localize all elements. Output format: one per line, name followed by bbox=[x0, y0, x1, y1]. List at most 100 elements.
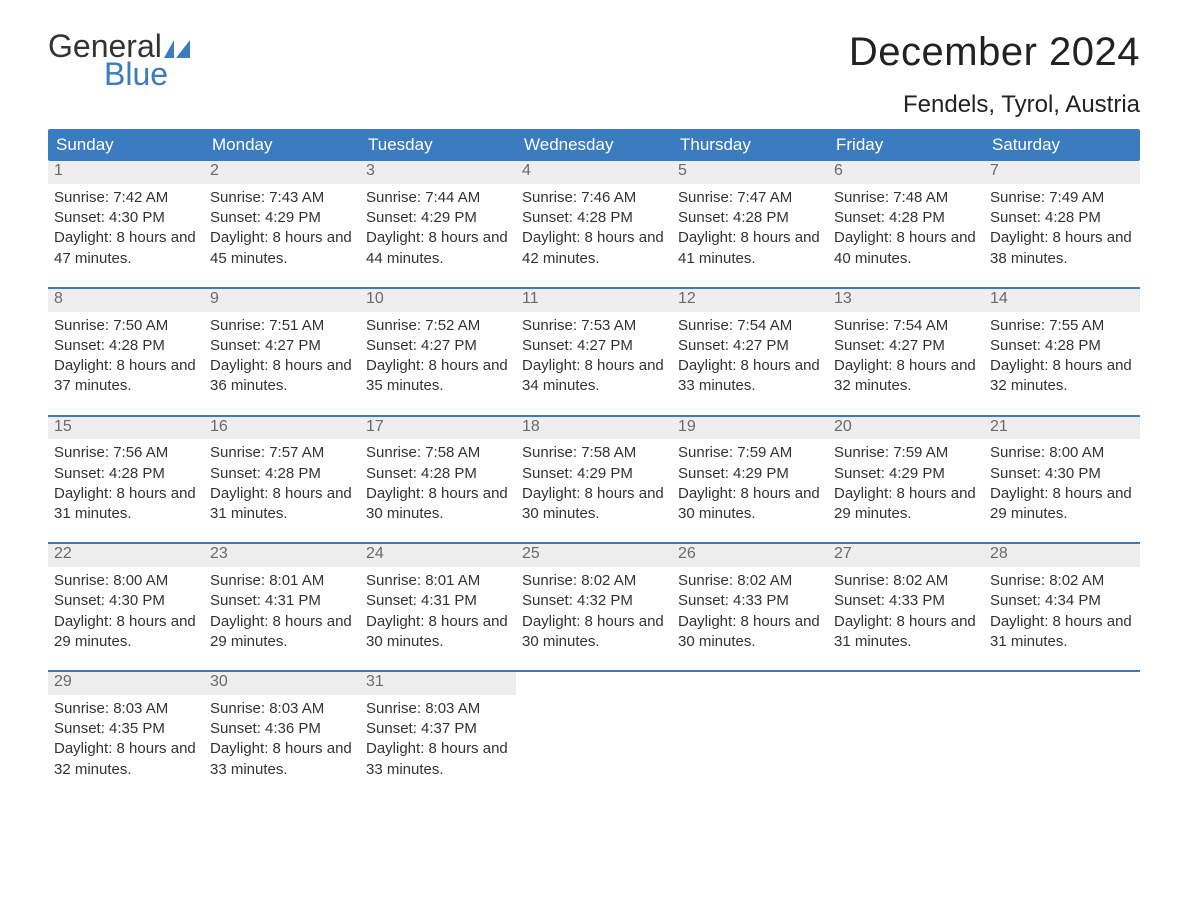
day-number: 10 bbox=[360, 289, 516, 312]
day-cell-9: 9Sunrise: 7:51 AMSunset: 4:27 PMDaylight… bbox=[204, 289, 360, 401]
daylight-line: Daylight: 8 hours and 29 minutes. bbox=[54, 612, 198, 653]
day-body: Sunrise: 7:54 AMSunset: 4:27 PMDaylight:… bbox=[828, 312, 984, 401]
sunrise-line: Sunrise: 7:53 AM bbox=[522, 316, 666, 336]
daylight-line: Daylight: 8 hours and 30 minutes. bbox=[366, 484, 510, 525]
day-number: 3 bbox=[360, 161, 516, 184]
empty-cell bbox=[516, 672, 672, 784]
day-number: 23 bbox=[204, 544, 360, 567]
empty-cell bbox=[984, 672, 1140, 784]
month-title: December 2024 bbox=[849, 30, 1140, 75]
sunrise-line: Sunrise: 8:01 AM bbox=[210, 571, 354, 591]
sunset-line: Sunset: 4:28 PM bbox=[990, 336, 1134, 356]
day-number: 22 bbox=[48, 544, 204, 567]
day-cell-23: 23Sunrise: 8:01 AMSunset: 4:31 PMDayligh… bbox=[204, 544, 360, 656]
sunset-line: Sunset: 4:28 PM bbox=[54, 336, 198, 356]
sunrise-line: Sunrise: 8:03 AM bbox=[54, 699, 198, 719]
sunset-line: Sunset: 4:28 PM bbox=[54, 464, 198, 484]
day-cell-20: 20Sunrise: 7:59 AMSunset: 4:29 PMDayligh… bbox=[828, 417, 984, 529]
day-cell-31: 31Sunrise: 8:03 AMSunset: 4:37 PMDayligh… bbox=[360, 672, 516, 784]
day-cell-24: 24Sunrise: 8:01 AMSunset: 4:31 PMDayligh… bbox=[360, 544, 516, 656]
daylight-line: Daylight: 8 hours and 32 minutes. bbox=[990, 356, 1134, 397]
sunset-line: Sunset: 4:29 PM bbox=[210, 208, 354, 228]
day-body: Sunrise: 7:47 AMSunset: 4:28 PMDaylight:… bbox=[672, 184, 828, 273]
day-body: Sunrise: 8:01 AMSunset: 4:31 PMDaylight:… bbox=[360, 567, 516, 656]
daylight-line: Daylight: 8 hours and 35 minutes. bbox=[366, 356, 510, 397]
day-body: Sunrise: 7:44 AMSunset: 4:29 PMDaylight:… bbox=[360, 184, 516, 273]
sunset-line: Sunset: 4:37 PM bbox=[366, 719, 510, 739]
sunrise-line: Sunrise: 7:43 AM bbox=[210, 188, 354, 208]
day-cell-30: 30Sunrise: 8:03 AMSunset: 4:36 PMDayligh… bbox=[204, 672, 360, 784]
sunset-line: Sunset: 4:27 PM bbox=[366, 336, 510, 356]
sunset-line: Sunset: 4:33 PM bbox=[678, 591, 822, 611]
sunrise-line: Sunrise: 8:02 AM bbox=[678, 571, 822, 591]
sunrise-line: Sunrise: 7:47 AM bbox=[678, 188, 822, 208]
day-body: Sunrise: 7:46 AMSunset: 4:28 PMDaylight:… bbox=[516, 184, 672, 273]
sunset-line: Sunset: 4:30 PM bbox=[990, 464, 1134, 484]
day-number: 29 bbox=[48, 672, 204, 695]
day-number: 15 bbox=[48, 417, 204, 440]
daylight-line: Daylight: 8 hours and 47 minutes. bbox=[54, 228, 198, 269]
sunrise-line: Sunrise: 7:57 AM bbox=[210, 443, 354, 463]
day-number: 25 bbox=[516, 544, 672, 567]
day-number: 16 bbox=[204, 417, 360, 440]
sunrise-line: Sunrise: 7:42 AM bbox=[54, 188, 198, 208]
sunrise-line: Sunrise: 7:56 AM bbox=[54, 443, 198, 463]
day-cell-19: 19Sunrise: 7:59 AMSunset: 4:29 PMDayligh… bbox=[672, 417, 828, 529]
daylight-line: Daylight: 8 hours and 30 minutes. bbox=[366, 612, 510, 653]
day-body: Sunrise: 7:42 AMSunset: 4:30 PMDaylight:… bbox=[48, 184, 204, 273]
day-cell-22: 22Sunrise: 8:00 AMSunset: 4:30 PMDayligh… bbox=[48, 544, 204, 656]
day-number: 13 bbox=[828, 289, 984, 312]
daylight-line: Daylight: 8 hours and 33 minutes. bbox=[678, 356, 822, 397]
day-body: Sunrise: 7:59 AMSunset: 4:29 PMDaylight:… bbox=[672, 439, 828, 528]
day-body: Sunrise: 7:52 AMSunset: 4:27 PMDaylight:… bbox=[360, 312, 516, 401]
day-number: 17 bbox=[360, 417, 516, 440]
daylight-line: Daylight: 8 hours and 40 minutes. bbox=[834, 228, 978, 269]
daylight-line: Daylight: 8 hours and 30 minutes. bbox=[678, 484, 822, 525]
location-text: Fendels, Tyrol, Austria bbox=[849, 91, 1140, 119]
day-number: 28 bbox=[984, 544, 1140, 567]
day-body: Sunrise: 7:59 AMSunset: 4:29 PMDaylight:… bbox=[828, 439, 984, 528]
sunrise-line: Sunrise: 8:03 AM bbox=[210, 699, 354, 719]
weekday-header-row: SundayMondayTuesdayWednesdayThursdayFrid… bbox=[48, 129, 1140, 161]
sunrise-line: Sunrise: 8:02 AM bbox=[522, 571, 666, 591]
daylight-line: Daylight: 8 hours and 33 minutes. bbox=[210, 739, 354, 780]
daylight-line: Daylight: 8 hours and 32 minutes. bbox=[834, 356, 978, 397]
day-cell-1: 1Sunrise: 7:42 AMSunset: 4:30 PMDaylight… bbox=[48, 161, 204, 273]
sunset-line: Sunset: 4:31 PM bbox=[366, 591, 510, 611]
day-body: Sunrise: 8:01 AMSunset: 4:31 PMDaylight:… bbox=[204, 567, 360, 656]
daylight-line: Daylight: 8 hours and 34 minutes. bbox=[522, 356, 666, 397]
weekday-wednesday: Wednesday bbox=[516, 129, 672, 161]
day-body: Sunrise: 8:03 AMSunset: 4:36 PMDaylight:… bbox=[204, 695, 360, 784]
day-cell-29: 29Sunrise: 8:03 AMSunset: 4:35 PMDayligh… bbox=[48, 672, 204, 784]
sunrise-line: Sunrise: 7:51 AM bbox=[210, 316, 354, 336]
sunrise-line: Sunrise: 7:59 AM bbox=[678, 443, 822, 463]
daylight-line: Daylight: 8 hours and 32 minutes. bbox=[54, 739, 198, 780]
sunset-line: Sunset: 4:34 PM bbox=[990, 591, 1134, 611]
week-row: 15 Sunrise: 7:56 AMSunset: 4:28 PM Dayligh… bbox=[48, 415, 1140, 529]
daylight-line: Daylight: 8 hours and 30 minutes. bbox=[678, 612, 822, 653]
calendar: SundayMondayTuesdayWednesdayThursdayFrid… bbox=[48, 129, 1140, 784]
sunrise-line: Sunrise: 7:55 AM bbox=[990, 316, 1134, 336]
daylight-line: Daylight: 8 hours and 30 minutes. bbox=[522, 484, 666, 525]
day-body: Sunrise: 7:58 AMSunset: 4:29 PMDaylight:… bbox=[516, 439, 672, 528]
day-number: 7 bbox=[984, 161, 1140, 184]
day-number: 30 bbox=[204, 672, 360, 695]
sunset-line: Sunset: 4:27 PM bbox=[678, 336, 822, 356]
sunset-line: Sunset: 4:29 PM bbox=[678, 464, 822, 484]
day-body: Sunrise: 7:48 AMSunset: 4:28 PMDaylight:… bbox=[828, 184, 984, 273]
sunrise-line: Sunrise: 7:44 AM bbox=[366, 188, 510, 208]
sunrise-line: Sunrise: 7:49 AM bbox=[990, 188, 1134, 208]
day-cell-5: 5Sunrise: 7:47 AMSunset: 4:28 PMDaylight… bbox=[672, 161, 828, 273]
sunrise-line: Sunrise: 7:48 AM bbox=[834, 188, 978, 208]
day-number: 12 bbox=[672, 289, 828, 312]
sunset-line: Sunset: 4:28 PM bbox=[678, 208, 822, 228]
sunrise-line: Sunrise: 8:01 AM bbox=[366, 571, 510, 591]
sunset-line: Sunset: 4:28 PM bbox=[522, 208, 666, 228]
day-number: 21 bbox=[984, 417, 1140, 440]
daylight-line: Daylight: 8 hours and 31 minutes. bbox=[990, 612, 1134, 653]
day-cell-6: 6Sunrise: 7:48 AMSunset: 4:28 PMDaylight… bbox=[828, 161, 984, 273]
sunrise-line: Sunrise: 8:03 AM bbox=[366, 699, 510, 719]
daylight-line: Daylight: 8 hours and 29 minutes. bbox=[990, 484, 1134, 525]
empty-cell bbox=[828, 672, 984, 784]
day-body: Sunrise: 8:00 AMSunset: 4:30 PMDaylight:… bbox=[48, 567, 204, 656]
